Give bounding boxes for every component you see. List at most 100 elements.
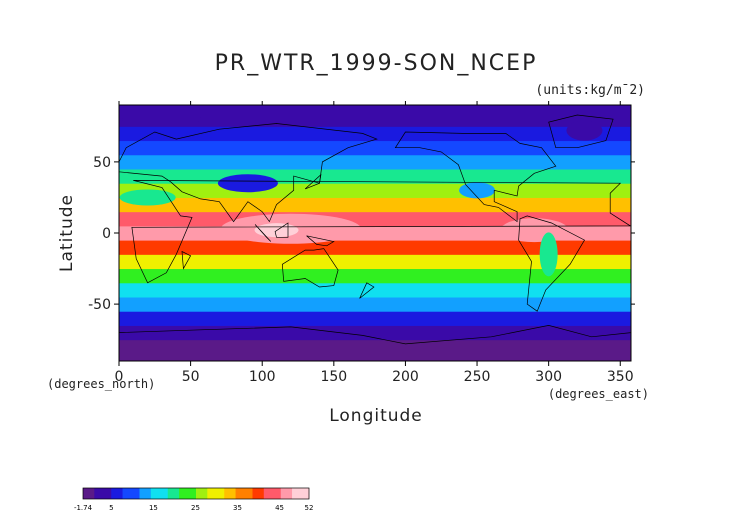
colorbar-frame: [82, 487, 310, 500]
colorbar-segment: [99, 488, 106, 499]
madagascar-coastline: [181, 250, 192, 270]
colorbar-segment: [201, 488, 208, 499]
arctic-dry-region: [121, 113, 202, 126]
colorbar-segment: [224, 488, 231, 499]
colorbar-tick-label: 52: [305, 504, 314, 512]
y-axis-title: Latitude: [57, 194, 77, 272]
x-tick-label: 200: [392, 369, 419, 385]
x-axis-title: Longitude: [329, 406, 423, 426]
colorbar-segment: [252, 488, 259, 499]
sumatra-coastline: [254, 224, 272, 242]
greenland-dry-region: [566, 120, 603, 141]
colorbar-segment: [269, 488, 276, 499]
colorbar-segment: [207, 488, 214, 499]
colorbar-segment: [105, 488, 112, 499]
colorbar-segment: [235, 488, 242, 499]
colorbar-segment: [292, 488, 299, 499]
africa-coastline: [131, 180, 631, 284]
eurasia-coastline: [119, 123, 378, 223]
heatmap-cell: [119, 268, 631, 284]
sahara-dry-region: [119, 189, 176, 206]
x-tick-label: 0: [115, 369, 124, 385]
colorbar-segment: [133, 488, 140, 499]
colorbar-segment: [128, 488, 135, 499]
colorbar-segment: [275, 488, 282, 499]
colorbar-segment: [196, 488, 203, 499]
north-america-coastline: [394, 131, 557, 223]
y-unit-label: (degrees_north): [47, 377, 155, 391]
y-tick-label: 50: [93, 155, 111, 171]
colorbar-segment: [297, 488, 304, 499]
heatmap-cell: [119, 140, 631, 156]
colorbar-segment: [286, 488, 293, 499]
heatmap-cell: [119, 254, 631, 270]
colorbar-segment: [190, 488, 197, 499]
antarctica-coastline: [119, 325, 631, 361]
japan-coastline: [304, 173, 322, 190]
colorbar-segment: [116, 488, 123, 499]
greenland-coastline: [548, 114, 614, 149]
colorbar-segment: [246, 488, 253, 499]
colorbar-tick-label: 5: [109, 504, 113, 512]
tibet-dry-region: [217, 174, 278, 193]
plot-area: [119, 105, 631, 361]
heatmap-cell: [119, 339, 631, 361]
y-axis-ticks: -50 0 50: [88, 155, 635, 313]
colorbar-segment: [263, 488, 270, 499]
colorbar-segment: [122, 488, 129, 499]
heatmap-cell: [119, 197, 631, 213]
colorbar-tick-label: 35: [233, 504, 242, 512]
colorbar-segment: [258, 488, 265, 499]
colorbar-tick-label: 45: [275, 504, 284, 512]
heatmap-cell: [119, 126, 631, 142]
heatmap-cell: [119, 311, 631, 326]
heatmap-cell: [119, 154, 631, 170]
x-tick-label: 250: [464, 369, 491, 385]
x-tick-label: 350: [607, 369, 634, 385]
colorbar-segment: [162, 488, 169, 499]
x-tick-label: 300: [535, 369, 562, 385]
heatmap-cell: [119, 297, 631, 312]
colorbar-segment: [212, 488, 219, 499]
colorbar-tick-label: -1.74: [74, 504, 93, 512]
x-tick-label: 150: [320, 369, 347, 385]
colorbar-segment: [241, 488, 248, 499]
new-guinea-coastline: [306, 235, 335, 247]
heatmap-cell: [119, 240, 631, 255]
colorbar-segment: [111, 488, 118, 499]
colorbar-tick-label: 15: [149, 504, 158, 512]
coastlines: [119, 114, 631, 361]
australia-coastline: [281, 248, 339, 288]
colorbar-segment: [229, 488, 236, 499]
amazon-moist-region: [500, 218, 569, 243]
y-tick-label: -50: [88, 297, 111, 313]
new-zealand-coastline: [359, 282, 375, 299]
units-label: (units:kg/m¯2): [535, 83, 645, 98]
colorbar-segment: [145, 488, 152, 499]
heatmap-cell: [119, 282, 631, 298]
y-tick-label: 0: [102, 226, 111, 242]
andes-dry-region: [539, 232, 558, 277]
colorbar-segment: [173, 488, 180, 499]
colorbar-segment: [218, 488, 225, 499]
colorbar-segment: [139, 488, 146, 499]
north-america-dry-region: [459, 182, 496, 199]
warm-pool-peak: [254, 223, 299, 238]
x-unit-label: (degrees_east): [548, 387, 649, 401]
heatmap-cell: [119, 105, 631, 127]
chart-title: PR_WTR_1999-SON_NCEP: [215, 51, 538, 76]
colorbar-segment: [88, 488, 95, 499]
colorbar-segment: [156, 488, 163, 499]
colorbar-segment: [83, 488, 90, 499]
colorbar-segment: [179, 488, 186, 499]
colorbar-segment: [303, 488, 310, 499]
x-tick-label: 100: [249, 369, 276, 385]
heatmap-cell: [119, 183, 631, 198]
colorbar-segment: [167, 488, 174, 499]
colorbar-segment: [94, 488, 101, 499]
colorbar-tick-label: 25: [191, 504, 200, 512]
borneo-coastline: [274, 222, 289, 238]
colorbar-segment: [280, 488, 287, 499]
south-america-coastline: [518, 215, 585, 312]
